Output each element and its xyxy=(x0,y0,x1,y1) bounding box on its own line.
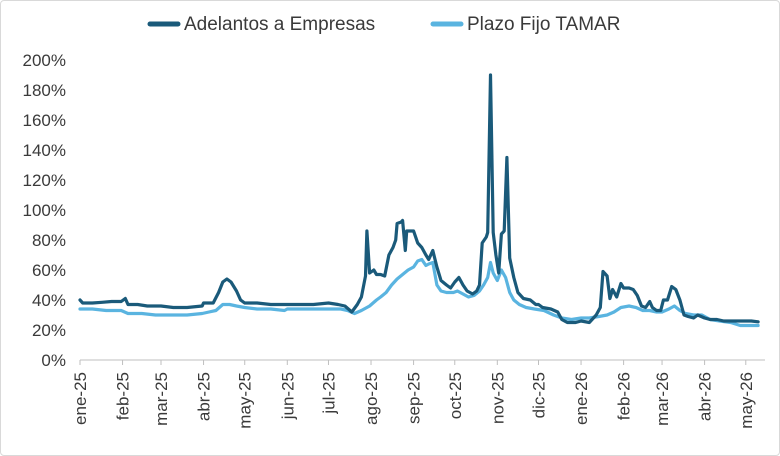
x-tick-label: abr-25 xyxy=(195,372,214,421)
x-tick-label: abr-26 xyxy=(696,372,715,421)
x-tick-label: mar-25 xyxy=(152,372,171,426)
y-tick-label: 160% xyxy=(23,111,66,130)
y-axis: 0% 20% 40% 60% 80% 100% 120% 140% 160% 180% 200% xyxy=(23,51,66,370)
x-tick-label: sep-25 xyxy=(405,372,424,424)
x-tick-label: nov-25 xyxy=(488,372,507,424)
x-tick-label: oct-25 xyxy=(446,372,465,419)
y-tick-label: 100% xyxy=(23,201,66,220)
y-tick-label: 40% xyxy=(32,291,66,310)
y-tick-label: 60% xyxy=(32,261,66,280)
x-tick-label: ene-26 xyxy=(572,372,591,425)
legend-label: Adelantos a Empresas xyxy=(184,14,375,35)
legend-entry-tamar: Plazo Fijo TAMAR xyxy=(430,14,620,35)
y-tick-label: 0% xyxy=(41,351,66,370)
x-tick-label: may-25 xyxy=(236,372,255,429)
x-axis: ene-25 feb-25 mar-25 abr-25 may-25 jun-25 jul-… xyxy=(71,359,765,429)
y-tick-label: 180% xyxy=(23,81,66,100)
y-tick-label: 80% xyxy=(32,231,66,250)
series-line xyxy=(78,73,760,325)
x-tick-label: ago-25 xyxy=(362,372,381,425)
x-tick-label: feb-26 xyxy=(615,372,634,420)
x-tick-label: jul-25 xyxy=(319,372,338,415)
legend: Adelantos a Empresas Plazo Fijo TAMAR xyxy=(147,14,620,35)
x-tick-label: feb-25 xyxy=(114,372,133,420)
y-tick-label: 120% xyxy=(23,171,66,190)
x-tick-label: may-26 xyxy=(737,372,756,429)
y-tick-label: 140% xyxy=(23,141,66,160)
x-tick-label: mar-26 xyxy=(653,372,672,426)
y-tick-label: 200% xyxy=(23,51,66,70)
x-tick-label: jun-25 xyxy=(278,372,297,420)
series-line xyxy=(78,257,760,328)
x-tick-label: dic-25 xyxy=(529,372,548,418)
y-tick-label: 20% xyxy=(32,321,66,340)
plot-lines xyxy=(78,73,760,328)
x-tick-label: ene-25 xyxy=(71,372,90,425)
legend-entry-adelantos: Adelantos a Empresas xyxy=(147,14,375,35)
legend-label: Plazo Fijo TAMAR xyxy=(467,14,620,35)
